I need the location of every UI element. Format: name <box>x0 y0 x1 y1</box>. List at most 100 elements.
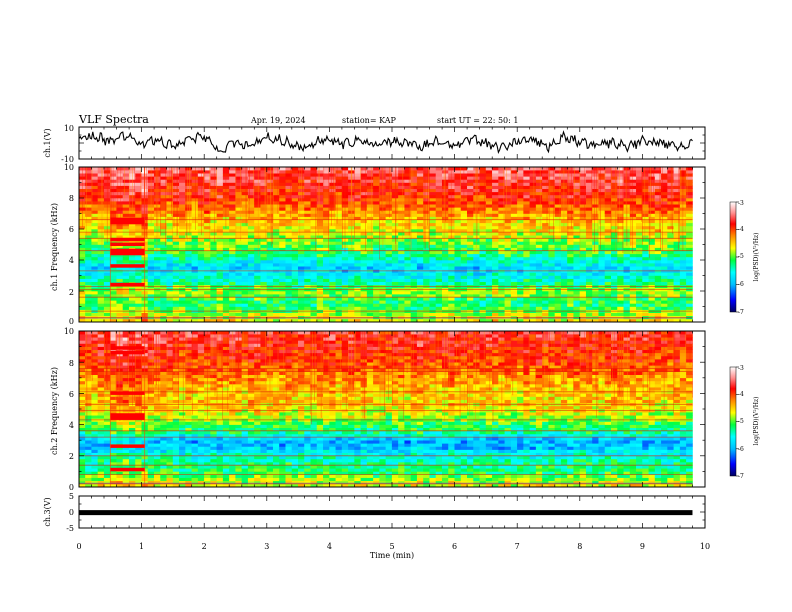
ch1-spectrogram-cell <box>360 213 368 217</box>
ch1-spectrogram-cell <box>160 306 167 310</box>
ch1-spectrogram-cell <box>291 179 299 183</box>
ch1-spectrogram-cell <box>310 266 318 270</box>
ch1-spectrogram-cell <box>222 235 230 239</box>
ch1-spectrogram-cell <box>661 256 668 261</box>
ch1-spectrogram-cell <box>260 256 268 261</box>
ch1-spectrogram-cell <box>279 278 286 282</box>
ch1-spectrogram-cell <box>116 225 124 230</box>
ch1-spectrogram-cell <box>354 176 361 180</box>
ch1-spectrogram-cell <box>661 179 668 183</box>
ch1-spectrogram-cell <box>304 207 311 211</box>
ch1-spectrogram-cell <box>229 188 236 193</box>
ch1-spectrogram-cell <box>241 194 249 199</box>
ch1-spectrogram-cell <box>573 173 581 177</box>
ch1-spectrogram-cell <box>135 179 142 183</box>
ch1-spectrogram-cell <box>498 238 505 242</box>
ch1-spectrogram-cell <box>329 241 336 245</box>
ch1-spectrogram-cell <box>391 179 399 183</box>
ch1-spectrogram-cell <box>304 272 311 276</box>
ch1-spectrogram-cell <box>279 194 286 199</box>
ch1-spectrogram-cell <box>298 228 305 233</box>
ch1-spectrogram-cell <box>310 300 318 304</box>
ch1-spectrogram-cell <box>222 253 230 258</box>
ch1-spectrogram-cell <box>529 197 537 202</box>
ch1-spectrogram-cell <box>154 225 161 230</box>
ch1-spectrogram-cell <box>341 294 349 298</box>
ch1-spectrogram-cell <box>85 300 92 304</box>
ch1-spectrogram-cell <box>454 244 462 248</box>
ch1-spectrogram-cell <box>579 222 587 227</box>
ch1-spectrogram-cell <box>548 238 556 242</box>
ch1-spectrogram-cell <box>354 266 361 270</box>
ch1-spectrogram-cell <box>116 235 124 239</box>
ch1-spectrogram-cell <box>304 182 311 186</box>
ch1-spectrogram-cell <box>366 201 374 205</box>
ch1-spectrogram-cell <box>266 297 274 301</box>
ch1-spectrogram-cell <box>642 219 649 224</box>
ch1-spectrogram-cell <box>629 170 637 174</box>
ch1-spectrogram-cell <box>423 250 430 255</box>
ch1-spectrogram-cell <box>216 207 224 211</box>
ch1-spectrogram-cell <box>473 297 480 301</box>
ch1-spectrogram-cell <box>116 232 124 236</box>
ch1-spectrogram-cell <box>504 185 512 189</box>
ch1-spectrogram-cell <box>266 191 274 196</box>
ch1-spectrogram-cell <box>348 294 355 298</box>
ch1-spectrogram-cell <box>604 272 612 276</box>
ch1-spectrogram-cell <box>554 259 562 264</box>
ch1-spectrogram-cell <box>554 297 562 301</box>
ch1-spectrogram-cell <box>617 176 624 180</box>
ch1-spectrogram-cell <box>91 241 99 245</box>
ch1-spectrogram-cell <box>423 204 430 208</box>
ch1-spectrogram-cell <box>454 275 462 279</box>
ch1-spectrogram-cell <box>247 219 255 224</box>
ch1-spectrogram-cell <box>191 312 199 317</box>
ch1-spectrogram-cell <box>216 256 224 261</box>
ch1-spectrogram-cell <box>492 263 499 267</box>
ch1-spectrogram-cell <box>573 272 581 276</box>
ch1-spectrogram-cell <box>598 275 606 279</box>
ch1-spectrogram-cell <box>179 263 186 267</box>
ch1-spectrogram-cell <box>247 201 255 205</box>
ch1-spectrogram-cell <box>166 222 174 227</box>
ch1-spectrogram-cell <box>642 194 649 199</box>
ch1-spectrogram-cell <box>542 197 549 202</box>
ch1-spectrogram-cell <box>604 185 612 189</box>
ch1-spectrogram-cell <box>216 300 224 304</box>
ch1-spectrogram-cell <box>529 259 537 264</box>
ch1-spectrogram-cell <box>279 250 286 255</box>
ch1-spectrogram-cell <box>135 222 142 227</box>
ch1-spectrogram-cell <box>373 204 380 208</box>
ch1-spectrogram-cell <box>604 216 612 220</box>
ch1-spectrogram-cell <box>185 182 192 186</box>
ch1-spectrogram-cell <box>492 303 499 307</box>
ch1-spectrogram-cell <box>492 228 499 233</box>
ch1-spectrogram-cell <box>85 170 92 174</box>
ch1-spectrogram-cell <box>667 182 674 186</box>
ch1-spectrogram-cell <box>529 303 537 307</box>
ch1-spectrogram-cell <box>185 225 192 230</box>
ch1-spectrogram-cell <box>373 222 380 227</box>
ch1-spectrogram-cell <box>573 281 581 286</box>
ch1-spectrogram-cell <box>548 275 556 279</box>
ch1-spectrogram-cell <box>391 294 399 298</box>
ch1-spectrogram-cell <box>385 290 393 295</box>
ch1-spectrogram-cell <box>191 272 199 276</box>
ch1-spectrogram-cell <box>254 225 261 230</box>
ch1-spectrogram-cell <box>391 290 399 295</box>
ch1-spectrogram-cell <box>554 191 562 196</box>
ch1-spectrogram-cell <box>298 244 305 248</box>
ch1-spectrogram-cell <box>304 300 311 304</box>
ch1-spectrogram-cell <box>517 266 524 270</box>
ch1-spectrogram-cell <box>323 256 330 261</box>
ch1-spectrogram-cell <box>510 306 518 310</box>
ch1-spectrogram-cell <box>623 278 631 282</box>
ch1-spectrogram-cell <box>172 266 180 270</box>
ch1-spectrogram-cell <box>272 241 280 245</box>
ch1-spectrogram-cell <box>523 182 531 186</box>
ch1-spectrogram-cell <box>448 263 455 267</box>
ch1-spectrogram-cell <box>272 303 280 307</box>
ch1-spectrogram-cell <box>216 182 224 186</box>
ch1-spectrogram-cell <box>542 191 549 196</box>
ch1-spectrogram-cell <box>360 278 368 282</box>
